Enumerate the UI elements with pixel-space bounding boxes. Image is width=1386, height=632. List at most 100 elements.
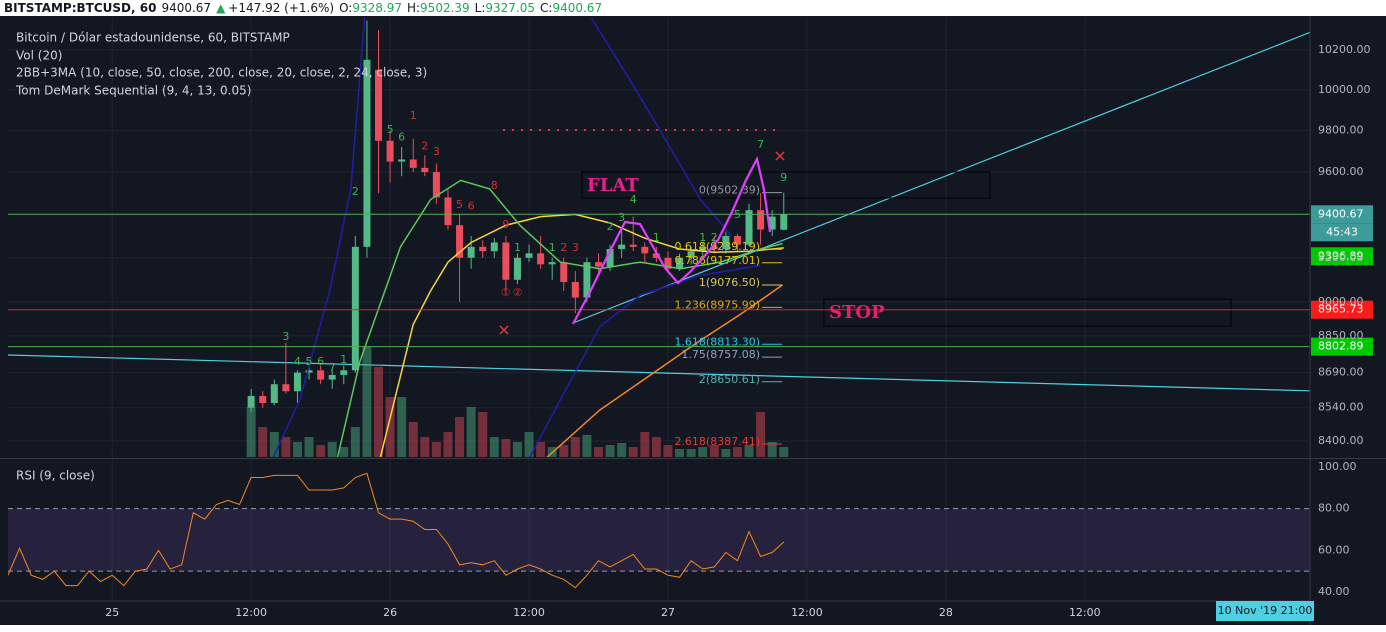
fib-label: 1(9076.50) [699, 276, 760, 289]
trend-line [8, 354, 1310, 392]
volume-bar [431, 442, 441, 457]
candle-body [398, 159, 406, 162]
price-tag-label: 9396.89 [1318, 249, 1364, 262]
price-pane: 0(9502.39) 0.618(9239.19)0.786(9177.01) 1(… [8, 18, 1310, 457]
change: +147.92 (+1.6%) [228, 1, 334, 15]
chart-background [0, 16, 1386, 625]
td-count: 5 [456, 198, 463, 211]
countdown-label: 45:43 [1326, 225, 1358, 238]
candle-body [432, 172, 440, 198]
candle-body [525, 253, 533, 258]
wave-drawing [572, 155, 772, 325]
td-count: 6 [317, 355, 324, 368]
td-count: 3 [572, 241, 579, 254]
td-count: 7 [329, 361, 336, 374]
rsi-title: RSI (9, close) [16, 469, 95, 483]
td-count: 1 [514, 241, 521, 254]
candle-body [328, 374, 336, 380]
indicator-line [272, 18, 366, 457]
symbol: BITSTAMP:BTCUSD, 60 [4, 1, 156, 15]
y-tick-label: 9000.00 [1318, 295, 1364, 308]
volume-bar [466, 407, 476, 457]
volume-bar [327, 442, 337, 457]
rsi-band [8, 508, 1310, 572]
td-count: 2 [560, 241, 567, 254]
price-tag-label: 8965.73 [1318, 303, 1364, 316]
candle-body [386, 140, 394, 162]
volume-bar [292, 442, 302, 457]
volume-bar [732, 447, 742, 457]
candle-body [768, 216, 776, 230]
header-background [0, 0, 1386, 16]
fib-label: 1.618(8813.30) [674, 335, 760, 348]
candle-body [305, 370, 313, 373]
volume-bar [663, 445, 673, 457]
price-tag [1311, 337, 1373, 356]
volume-bar [640, 432, 650, 457]
fib-label: 0.618(9239.19) [674, 240, 760, 253]
flat-box [581, 171, 991, 199]
drawings: FLAT STOP [572, 155, 885, 325]
x-tick-label: 26 [383, 606, 397, 619]
td-count: 6 [468, 200, 475, 213]
td-count: 5 [734, 208, 741, 221]
candle-body [513, 257, 521, 280]
volume-bar [605, 445, 615, 457]
grid [8, 18, 1310, 600]
candle-body [710, 246, 718, 250]
stop-label: STOP [829, 302, 885, 323]
price-tag [1311, 247, 1373, 266]
flat-label: FLAT [587, 175, 639, 196]
price-tag-label: 9400.67 [1318, 207, 1364, 220]
y-tick-label: 9600.00 [1318, 165, 1364, 178]
y-tick-label: 9800.00 [1318, 124, 1364, 137]
volume-bar [443, 432, 453, 457]
td-count: 8 [491, 179, 498, 192]
candle-body [699, 246, 707, 252]
volume-bar [698, 447, 708, 457]
y-tick-label: 100.00 [1318, 460, 1357, 473]
volume-bar [374, 367, 384, 457]
candle-body [664, 257, 672, 269]
volume-bar [617, 443, 627, 457]
td-count: 9 [502, 218, 509, 231]
td-count: 3 [433, 145, 440, 158]
td-count: 2 [421, 139, 428, 152]
td-count: 9 [780, 171, 787, 184]
candle-body [745, 210, 753, 245]
change-arrow: ▲ [216, 1, 226, 15]
volume-bar [524, 432, 534, 457]
volume-bar [570, 437, 580, 457]
td-marker [499, 151, 785, 335]
volume-bar [744, 445, 754, 457]
volume-bar [651, 437, 661, 457]
price-tag [1311, 205, 1373, 224]
volume-bar [501, 439, 511, 457]
indicator-label: Vol (20) [16, 49, 62, 63]
volume-bar [767, 442, 777, 457]
y-tick-label: 40.00 [1318, 585, 1350, 598]
candle-body [293, 372, 301, 392]
volume-bar [686, 449, 696, 457]
volume-bar [420, 437, 430, 457]
td-count: 3 [618, 211, 625, 224]
td-count: 4 [294, 355, 301, 368]
indicator-line [529, 264, 761, 457]
volume-bar [594, 447, 604, 457]
td-count: 7 [757, 138, 764, 151]
price-tag [1311, 300, 1373, 319]
candle-body [629, 244, 637, 247]
volume-bar [628, 447, 638, 457]
volume-bar [316, 445, 326, 457]
indicator-label: 2BB+3MA (10, close, 50, close, 200, clos… [16, 66, 427, 80]
candle-body [490, 242, 498, 252]
candle-body [502, 242, 510, 280]
volume-bar [455, 417, 465, 457]
indicator-line [336, 179, 783, 457]
fib-label: 2(8650.61) [699, 373, 760, 386]
candle-body [687, 251, 695, 258]
candle-body [282, 384, 290, 392]
countdown-tag [1311, 223, 1373, 242]
volume-bar [536, 442, 546, 457]
